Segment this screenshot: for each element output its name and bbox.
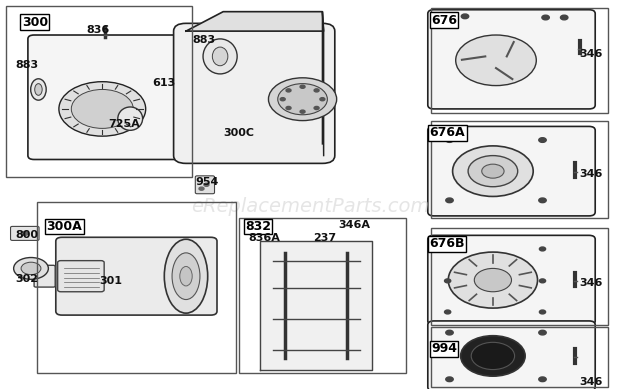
Circle shape xyxy=(446,377,453,382)
Text: 725A: 725A xyxy=(108,119,140,129)
Circle shape xyxy=(539,247,546,251)
Circle shape xyxy=(468,156,518,187)
Circle shape xyxy=(453,146,533,197)
Text: 883: 883 xyxy=(192,35,215,45)
Circle shape xyxy=(314,106,319,110)
Circle shape xyxy=(59,82,146,136)
Circle shape xyxy=(446,15,453,20)
Circle shape xyxy=(482,164,504,178)
Circle shape xyxy=(278,83,327,115)
Circle shape xyxy=(448,252,538,308)
Circle shape xyxy=(21,262,41,275)
FancyBboxPatch shape xyxy=(28,35,189,160)
FancyBboxPatch shape xyxy=(174,23,335,163)
Circle shape xyxy=(22,231,28,235)
Ellipse shape xyxy=(172,253,200,300)
Ellipse shape xyxy=(180,266,192,286)
Circle shape xyxy=(446,138,453,142)
Text: 346: 346 xyxy=(580,278,603,288)
Text: 346: 346 xyxy=(580,169,603,179)
Text: 832: 832 xyxy=(245,220,271,233)
Circle shape xyxy=(446,198,453,203)
Circle shape xyxy=(300,85,305,88)
Ellipse shape xyxy=(35,83,42,95)
Circle shape xyxy=(445,310,451,314)
Ellipse shape xyxy=(164,239,208,313)
Circle shape xyxy=(199,187,204,190)
Text: 300A: 300A xyxy=(46,220,82,233)
Ellipse shape xyxy=(30,79,46,100)
Circle shape xyxy=(539,310,546,314)
Ellipse shape xyxy=(203,39,237,74)
Text: 301: 301 xyxy=(99,276,122,286)
FancyBboxPatch shape xyxy=(58,261,104,292)
Text: 994: 994 xyxy=(431,342,457,355)
Circle shape xyxy=(71,89,133,128)
Circle shape xyxy=(474,268,512,292)
Ellipse shape xyxy=(212,47,228,66)
Text: 346: 346 xyxy=(580,49,603,58)
FancyBboxPatch shape xyxy=(56,237,217,315)
Text: 883: 883 xyxy=(16,60,38,70)
Circle shape xyxy=(300,110,305,113)
Text: eReplacementParts.com: eReplacementParts.com xyxy=(191,197,429,216)
Circle shape xyxy=(542,15,549,20)
Circle shape xyxy=(445,279,451,283)
FancyBboxPatch shape xyxy=(34,265,55,287)
Circle shape xyxy=(320,98,325,101)
Text: 300C: 300C xyxy=(223,128,254,138)
Polygon shape xyxy=(186,12,324,31)
Text: 300: 300 xyxy=(22,16,48,28)
Circle shape xyxy=(314,89,319,92)
Circle shape xyxy=(461,14,469,19)
Text: 346A: 346A xyxy=(338,220,370,230)
Text: 302: 302 xyxy=(16,274,38,284)
Circle shape xyxy=(539,279,546,283)
Text: 676B: 676B xyxy=(430,237,465,250)
Circle shape xyxy=(286,89,291,92)
Polygon shape xyxy=(322,12,324,156)
FancyBboxPatch shape xyxy=(11,227,39,240)
FancyBboxPatch shape xyxy=(428,10,595,109)
FancyBboxPatch shape xyxy=(428,321,595,390)
Ellipse shape xyxy=(118,107,143,130)
Text: 954: 954 xyxy=(195,177,219,187)
Text: 237: 237 xyxy=(313,233,336,243)
Text: 836A: 836A xyxy=(248,233,280,243)
Circle shape xyxy=(204,183,209,186)
Circle shape xyxy=(471,342,515,370)
Circle shape xyxy=(280,98,285,101)
Circle shape xyxy=(560,15,568,20)
Text: 676: 676 xyxy=(431,14,457,27)
Text: 676A: 676A xyxy=(430,126,465,140)
Circle shape xyxy=(268,78,337,121)
Circle shape xyxy=(461,336,525,376)
Circle shape xyxy=(14,257,48,279)
Circle shape xyxy=(456,35,536,85)
Circle shape xyxy=(446,330,453,335)
Text: 800: 800 xyxy=(16,230,38,239)
Circle shape xyxy=(539,138,546,142)
Circle shape xyxy=(539,377,546,382)
Text: 613: 613 xyxy=(152,78,175,88)
Circle shape xyxy=(286,106,291,110)
FancyBboxPatch shape xyxy=(428,235,595,325)
Text: 346: 346 xyxy=(580,378,603,387)
Text: 836: 836 xyxy=(87,25,110,35)
FancyBboxPatch shape xyxy=(195,176,215,194)
Circle shape xyxy=(539,330,546,335)
Polygon shape xyxy=(260,241,372,370)
FancyBboxPatch shape xyxy=(428,126,595,216)
Circle shape xyxy=(539,198,546,203)
Circle shape xyxy=(445,247,451,251)
